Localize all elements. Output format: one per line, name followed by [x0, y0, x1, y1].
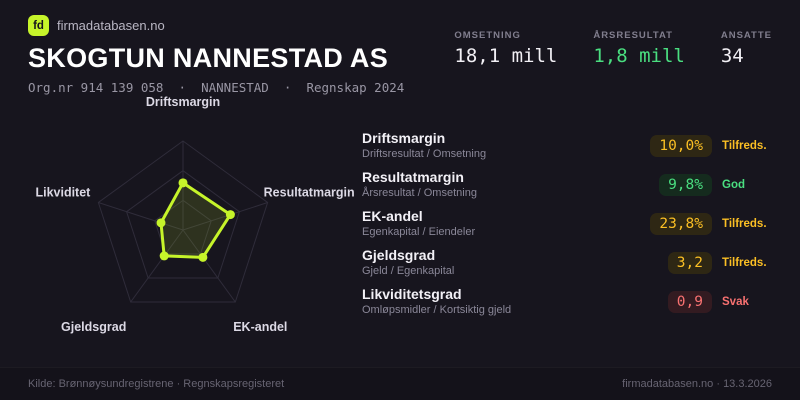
- brand-link[interactable]: fd firmadatabasen.no: [28, 15, 404, 36]
- metric-info: Gjeldsgrad Gjeld / Egenkapital: [362, 247, 454, 279]
- radar-axis-label: Likviditet: [35, 185, 91, 199]
- site-name: firmadatabasen.no: [57, 18, 165, 33]
- radar-spoke: [182, 229, 236, 303]
- metric-right: 0,9 Svak: [667, 290, 772, 314]
- header-stat: OMSETNING 18,1 mill: [454, 30, 557, 67]
- metric-row: Likviditetsgrad Omløpsmidler / Kortsikti…: [362, 286, 772, 318]
- metric-name: Driftsmargin: [362, 130, 446, 146]
- metric-name: Likviditetsgrad: [362, 286, 462, 302]
- metric-row: Gjeldsgrad Gjeld / Egenkapital 3,2 Tilfr…: [362, 247, 772, 279]
- footer-source: Kilde: Brønnøysundregistrene · Regnskaps…: [28, 378, 285, 390]
- metric-formula: Egenkapital / Eiendeler: [362, 226, 476, 238]
- radar-data-point: [198, 252, 208, 262]
- metric-status: Svak: [722, 296, 749, 308]
- metric-status: Tilfreds.: [722, 257, 767, 269]
- radar-chart: Driftsmargin Resultatmargin EK-andel Gjelds…: [35, 95, 355, 334]
- radar-axis-label: Resultatmargin: [264, 185, 355, 199]
- metric-status: God: [722, 179, 745, 191]
- metric-row: Resultatmargin Årsresultat / Omsetning 9…: [362, 169, 772, 201]
- radar-spoke: [182, 202, 268, 231]
- metric-info: EK-andel Egenkapital / Eiendeler: [362, 208, 475, 240]
- metric-row: Driftsmargin Driftsresultat / Omsetning …: [362, 130, 772, 162]
- stat-label: ANSATTE: [720, 30, 772, 41]
- metric-info: Resultatmargin Årsresultat / Omsetning: [362, 169, 477, 201]
- header-stats: OMSETNING 18,1 mill ÅRSRESULTAT 1,8 mill…: [454, 30, 772, 67]
- metrics-list: Driftsmargin Driftsresultat / Omsetning …: [362, 130, 772, 325]
- stat-value: 18,1 mill: [454, 45, 558, 67]
- firmadatabasen-logo-icon: fd: [28, 15, 49, 36]
- radar-data-point: [178, 178, 188, 188]
- radar-axis-label: EK-andel: [233, 320, 287, 334]
- metric-right: 9,8% God: [659, 173, 772, 197]
- header-stat: ÅRSRESULTAT 1,8 mill: [593, 30, 685, 67]
- stat-label: ÅRSRESULTAT: [593, 30, 673, 41]
- radar-axis-label: Driftsmargin: [146, 95, 220, 109]
- radar-data-polygon: [159, 181, 232, 259]
- radar-data-point: [156, 218, 166, 228]
- radar-grid-ring: [125, 170, 241, 279]
- metric-name: EK-andel: [362, 208, 423, 224]
- metric-status: Tilfreds.: [722, 218, 767, 230]
- radar-spoke: [98, 202, 184, 231]
- radar-grid-ring: [154, 199, 212, 255]
- footer: Kilde: Brønnøysundregistrene · Regnskaps…: [0, 367, 800, 400]
- metric-name: Gjeldsgrad: [362, 247, 436, 263]
- radar-axis-label: Gjeldsgrad: [61, 320, 126, 334]
- metric-info: Driftsmargin Driftsresultat / Omsetning: [362, 130, 486, 162]
- stat-label: OMSETNING: [454, 30, 521, 41]
- metric-value-badge: 3,2: [667, 251, 712, 275]
- metric-value-badge: 0,9: [667, 290, 712, 314]
- metric-right: 23,8% Tilfreds.: [650, 212, 772, 236]
- footer-site-date: firmadatabasen.no · 13.3.2026: [622, 378, 772, 390]
- stat-value: 34: [720, 45, 744, 67]
- stat-value: 1,8 mill: [593, 45, 685, 67]
- metric-row: EK-andel Egenkapital / Eiendeler 23,8% T…: [362, 208, 772, 240]
- metric-name: Resultatmargin: [362, 169, 464, 185]
- metric-value-badge: 9,8%: [659, 173, 712, 197]
- radar-data-point: [225, 210, 235, 220]
- metric-formula: Omløpsmidler / Kortsiktig gjeld: [362, 304, 512, 316]
- metric-formula: Gjeld / Egenkapital: [362, 265, 455, 277]
- metric-right: 10,0% Tilfreds.: [650, 134, 772, 158]
- header-stat: ANSATTE 34: [721, 30, 772, 67]
- radar-spoke: [130, 229, 184, 303]
- metric-value-badge: 23,8%: [650, 212, 712, 236]
- radar-chart-area: Driftsmargin Resultatmargin EK-andel Gjelds…: [0, 88, 360, 350]
- metric-formula: Driftsresultat / Omsetning: [362, 148, 487, 160]
- company-title: SKOGTUN NANNESTAD AS: [28, 43, 389, 73]
- metric-value-badge: 10,0%: [650, 134, 712, 158]
- company-subtitle: Org.nr 914 139 058 · NANNESTAD · Regnska…: [28, 80, 405, 95]
- radar-grid-ring: [97, 140, 269, 303]
- header: fd firmadatabasen.no SKOGTUN NANNESTAD A…: [28, 15, 404, 95]
- metric-info: Likviditetsgrad Omløpsmidler / Kortsikti…: [362, 286, 511, 318]
- metric-right: 3,2 Tilfreds.: [667, 251, 772, 275]
- radar-data-point: [159, 251, 169, 261]
- metric-status: Tilfreds.: [722, 140, 767, 152]
- metric-formula: Årsresultat / Omsetning: [362, 187, 477, 199]
